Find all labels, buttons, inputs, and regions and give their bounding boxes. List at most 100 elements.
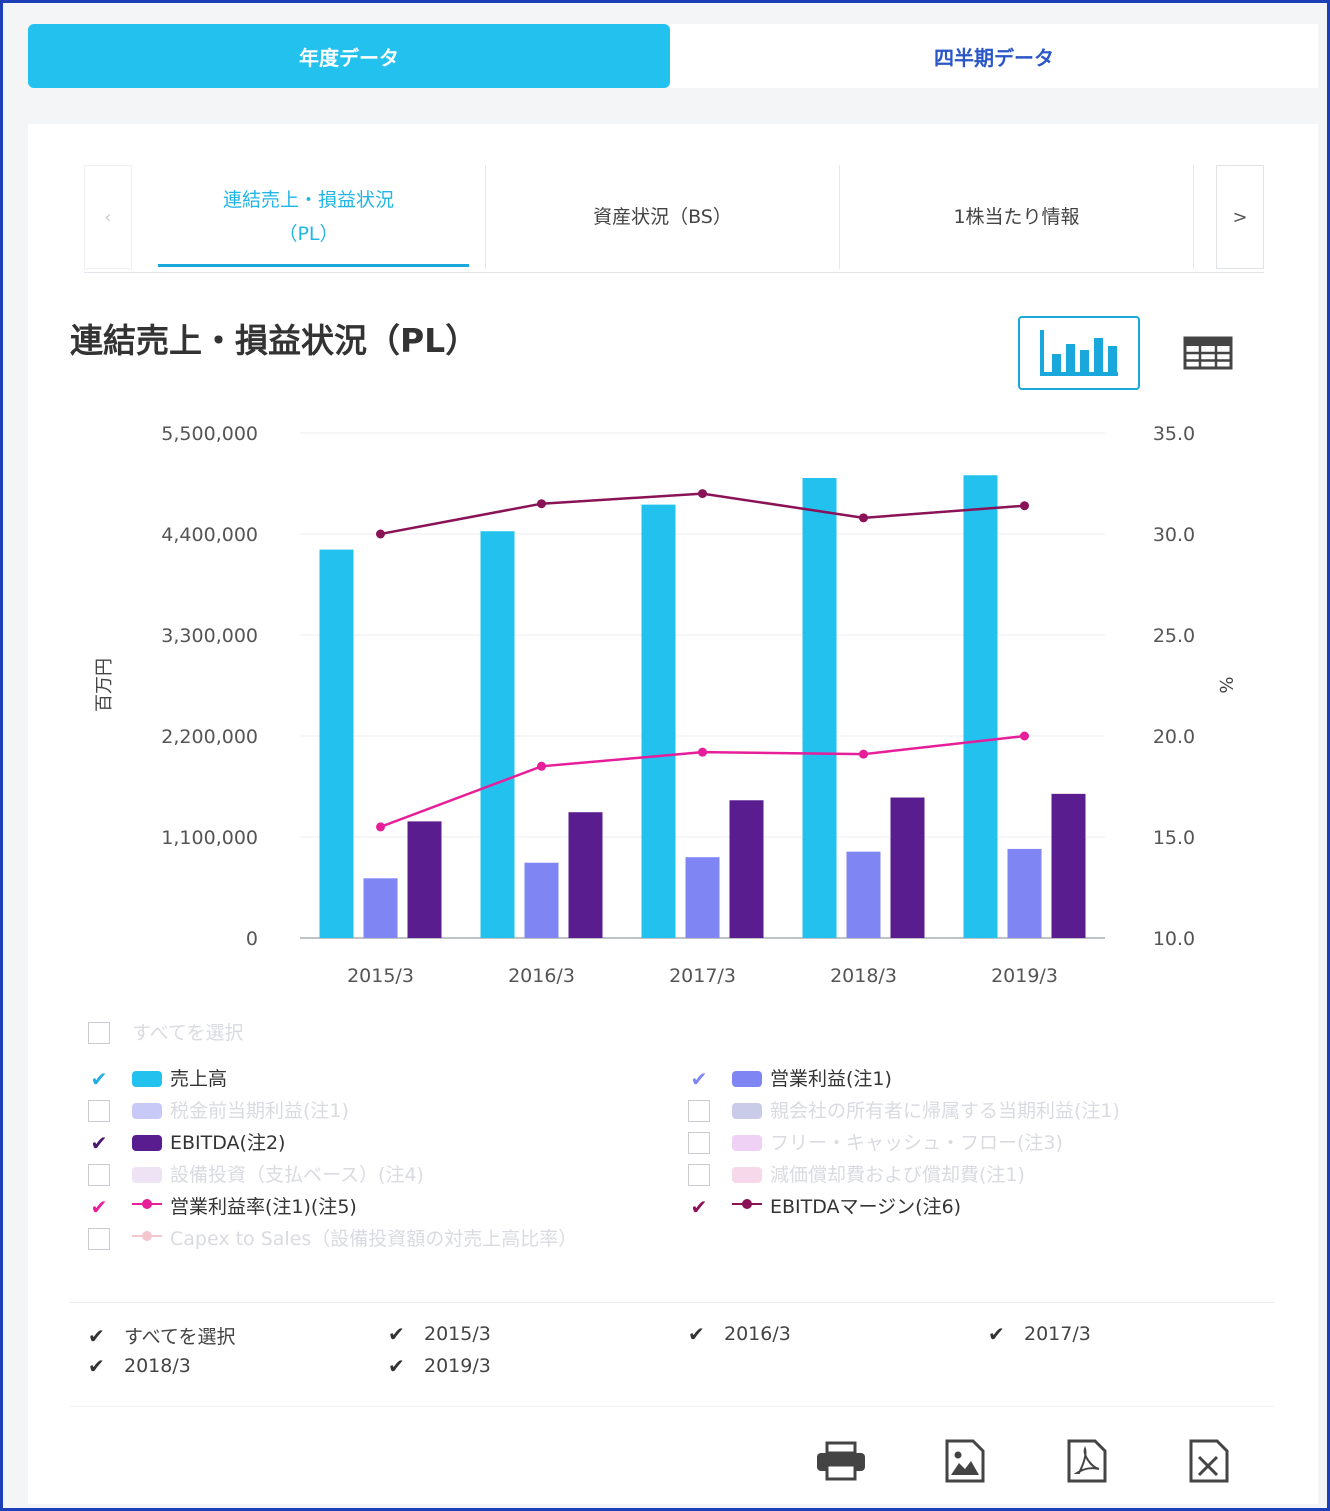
legend-item[interactable]: Capex to Sales（設備投資額の対売上高比率） — [88, 1228, 648, 1254]
y-tick-label: 5,500,000 — [161, 423, 258, 445]
bar-chart-icon — [1040, 330, 1118, 376]
period-tabs: 年度データ 四半期データ — [28, 24, 1318, 88]
y-tick-label: 1,100,000 — [161, 827, 258, 849]
checkbox[interactable] — [88, 1100, 110, 1122]
legend-item[interactable]: ✔ 営業利益(注1) — [688, 1067, 892, 1094]
color-swatch — [732, 1071, 762, 1087]
checkmark-icon[interactable]: ✔ — [88, 1354, 105, 1378]
excel-icon — [1189, 1439, 1229, 1483]
tab-annual-data[interactable]: 年度データ — [28, 24, 670, 88]
checkmark-icon[interactable]: ✔ — [388, 1354, 405, 1378]
divider — [70, 1302, 1274, 1303]
checkmark-icon[interactable]: ✔ — [388, 1322, 405, 1346]
year-filter-item[interactable]: ✔ 2019/3 — [388, 1354, 491, 1378]
data-point — [698, 489, 707, 499]
checkbox[interactable] — [688, 1132, 710, 1154]
tab-bs[interactable]: 資産状況（BS） — [486, 165, 840, 269]
checkbox[interactable] — [88, 1022, 110, 1044]
legend-label: 税金前当期利益(注1) — [170, 1100, 349, 1122]
bar — [363, 878, 398, 938]
legend-label: EBITDA(注2) — [170, 1132, 286, 1154]
color-swatch — [132, 1135, 162, 1151]
legend-item[interactable]: 親会社の所有者に帰属する当期利益(注1) — [688, 1100, 1120, 1126]
print-button[interactable] — [814, 1436, 868, 1486]
category-tabs: ‹ 連結売上・損益状況 （PL） 資産状況（BS） 1株当たり情報 > — [84, 165, 1264, 273]
checkmark-icon[interactable]: ✔ — [690, 1067, 708, 1091]
tab-pl[interactable]: 連結売上・損益状況 （PL） — [132, 165, 486, 269]
checkmark-icon[interactable]: ✔ — [90, 1067, 108, 1091]
checkmark-icon[interactable]: ✔ — [88, 1323, 105, 1348]
year-select-all[interactable]: ✔ すべてを選択 — [88, 1322, 236, 1349]
checkmark-icon[interactable]: ✔ — [988, 1322, 1005, 1346]
year-label: 2017/3 — [1024, 1323, 1091, 1345]
year-label: 2016/3 — [724, 1323, 791, 1345]
checkbox[interactable] — [88, 1164, 110, 1186]
x-tick-label: 2015/3 — [347, 965, 414, 987]
legend-item[interactable]: ✔ 売上高 — [88, 1067, 227, 1094]
year-label: 2019/3 — [424, 1355, 491, 1377]
color-swatch — [132, 1103, 162, 1119]
legend-item[interactable]: ✔ EBITDA(注2) — [88, 1131, 286, 1158]
legend-label: フリー・キャッシュ・フロー(注3) — [770, 1132, 1063, 1154]
legend-label: 親会社の所有者に帰属する当期利益(注1) — [770, 1100, 1120, 1122]
x-tick-label: 2017/3 — [669, 965, 736, 987]
year-filter-item[interactable]: ✔ 2017/3 — [988, 1322, 1091, 1346]
tab-pl-label-line1: 連結売上・損益状況 — [222, 189, 394, 211]
y-tick-label: 3,300,000 — [161, 625, 258, 647]
year-filter-item[interactable]: ✔ 2016/3 — [688, 1322, 791, 1346]
legend-label: すべてを選択 — [132, 1022, 244, 1044]
download-excel-button[interactable] — [1182, 1436, 1236, 1486]
table-icon — [1183, 336, 1233, 370]
data-point — [1020, 731, 1029, 741]
color-swatch — [132, 1167, 162, 1183]
legend-item[interactable]: ✔ EBITDAマージン(注6) — [688, 1195, 961, 1222]
legend-item[interactable]: 設備投資（支払ベース）(注4) — [88, 1164, 424, 1190]
y-tick-label: 4,400,000 — [161, 524, 258, 546]
checkbox[interactable] — [688, 1164, 710, 1186]
legend-item[interactable]: 税金前当期利益(注1) — [88, 1100, 349, 1126]
bar — [685, 857, 720, 938]
data-point — [859, 513, 868, 523]
tab-per-share[interactable]: 1株当たり情報 — [840, 165, 1194, 269]
x-tick-label: 2016/3 — [508, 965, 575, 987]
data-point — [537, 499, 546, 509]
legend-item[interactable]: ✔ 営業利益率(注1)(注5) — [88, 1195, 357, 1222]
chart-view-button[interactable] — [1018, 316, 1140, 390]
legend-item[interactable]: フリー・キャッシュ・フロー(注3) — [688, 1132, 1063, 1158]
line-swatch — [132, 1228, 162, 1244]
bar — [480, 531, 515, 938]
next-tab-button[interactable]: > — [1216, 165, 1264, 269]
y-tick-label: 2,200,000 — [161, 726, 258, 748]
checkmark-icon[interactable]: ✔ — [90, 1131, 108, 1155]
bar — [641, 504, 676, 938]
checkbox[interactable] — [88, 1228, 110, 1250]
table-view-button[interactable] — [1180, 330, 1236, 376]
series-line — [380, 492, 1025, 536]
bar — [319, 549, 354, 938]
legend-label: 売上高 — [170, 1068, 228, 1090]
legend-label: 営業利益(注1) — [770, 1068, 892, 1090]
download-image-button[interactable] — [938, 1436, 992, 1486]
y-axis-label: 百万円 — [94, 658, 115, 712]
checkbox[interactable] — [688, 1100, 710, 1122]
y2-tick-label: 35.0 — [1153, 423, 1195, 445]
divider — [70, 1406, 1274, 1407]
year-filter-item[interactable]: ✔ 2018/3 — [88, 1354, 191, 1378]
checkmark-icon[interactable]: ✔ — [688, 1322, 705, 1346]
bar — [1007, 848, 1042, 938]
print-icon — [817, 1441, 865, 1481]
legend-item[interactable]: 減価償却費および償却費(注1) — [688, 1164, 1025, 1190]
download-pdf-button[interactable] — [1060, 1436, 1114, 1486]
tab-quarterly-data[interactable]: 四半期データ — [670, 24, 1318, 88]
legend-label: 設備投資（支払ベース）(注4) — [170, 1164, 424, 1186]
x-tick-label: 2019/3 — [991, 965, 1058, 987]
data-point — [376, 822, 385, 832]
year-label: すべてを選択 — [124, 1326, 236, 1348]
year-filter-item[interactable]: ✔ 2015/3 — [388, 1322, 491, 1346]
checkmark-icon[interactable]: ✔ — [690, 1195, 708, 1219]
y2-tick-label: 30.0 — [1153, 524, 1195, 546]
checkmark-icon[interactable]: ✔ — [90, 1195, 108, 1219]
prev-tab-button[interactable]: ‹ — [84, 165, 132, 269]
legend-select-all[interactable]: すべてを選択 — [88, 1022, 244, 1048]
legend-label: 営業利益率(注1)(注5) — [170, 1196, 357, 1218]
